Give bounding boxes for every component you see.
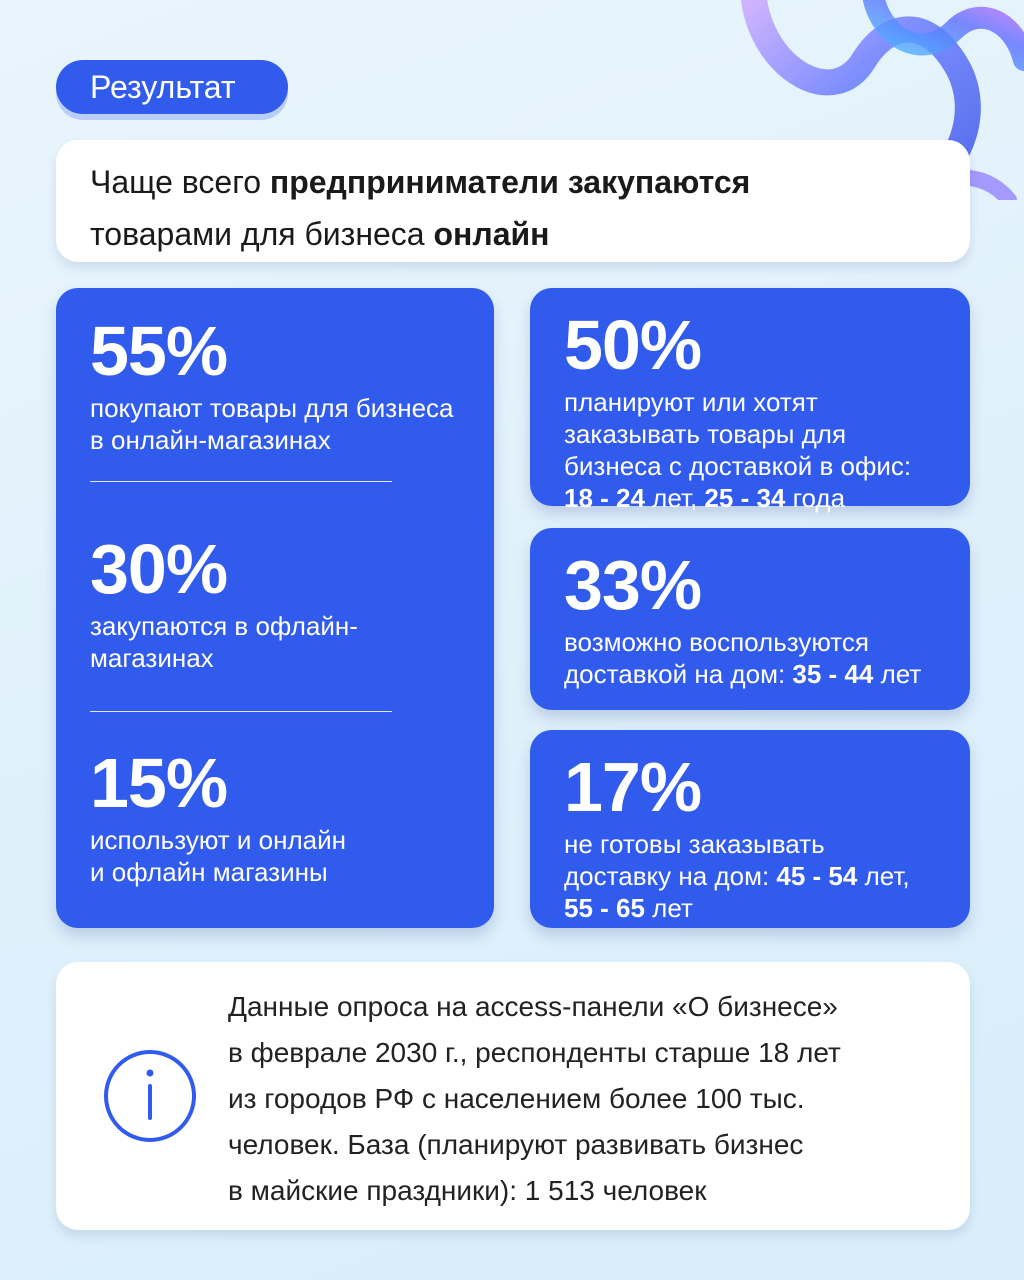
stat-line: магазинах: [90, 643, 214, 673]
stat-home-delivery-maybe: 33% возможно воспользуются доставкой на …: [564, 550, 921, 690]
stat-percent: 33%: [564, 546, 702, 624]
stat-line: бизнеса с доставкой в офис:: [564, 451, 912, 481]
stat-line: используют и онлайн: [90, 825, 346, 855]
age-range: 35 - 44: [792, 659, 874, 689]
stat-percent: 15%: [90, 744, 228, 822]
result-badge: Результат: [56, 60, 288, 114]
stat-percent: 17%: [564, 748, 702, 826]
home-delivery-not-ready-card: 17% не готовы заказывать доставку на дом…: [530, 730, 970, 928]
stat-online: 55% покупают товары для бизнеса в онлайн…: [90, 316, 454, 456]
stat-office-delivery: 50% планируют или хотят заказывать товар…: [564, 310, 911, 514]
stat-text: доставку на дом:: [564, 861, 777, 891]
age-range: 25 - 34: [704, 483, 786, 513]
stat-line: планируют или хотят: [564, 387, 818, 417]
stat-both: 15% используют и онлайн и офлайн магазин…: [90, 748, 346, 888]
age-suffix: лет,: [644, 483, 705, 513]
info-line: в феврале 2030 г., респонденты старше 18…: [228, 1037, 841, 1068]
headline-line-1: Чаще всего предприниматели закупаются: [90, 156, 970, 208]
stat-line: возможно воспользуются: [564, 627, 870, 657]
headline-card: Чаще всего предприниматели закупаются то…: [56, 140, 970, 262]
age-suffix: года: [785, 483, 846, 513]
stat-description: планируют или хотят заказывать товары дл…: [564, 386, 911, 514]
age-range: 55 - 65: [564, 893, 645, 923]
stat-description: используют и онлайн и офлайн магазины: [90, 824, 346, 888]
info-icon: [104, 1050, 196, 1142]
age-suffix: лет,: [857, 861, 910, 891]
stat-line: в онлайн-магазинах: [90, 425, 331, 455]
info-line: человек. База (планируют развивать бизне…: [228, 1129, 804, 1160]
age-suffix: лет: [873, 659, 922, 689]
headline-emphasis: онлайн: [433, 216, 550, 252]
stat-line: 55 - 65 лет: [564, 892, 910, 924]
stat-description: не готовы заказывать доставку на дом: 45…: [564, 828, 910, 924]
stat-percent: 50%: [564, 306, 702, 384]
result-badge-label: Результат: [90, 68, 236, 105]
divider: [90, 711, 392, 712]
survey-info-text: Данные опроса на access-панели «О бизнес…: [228, 984, 948, 1214]
office-delivery-card: 50% планируют или хотят заказывать товар…: [530, 288, 970, 513]
headline-emphasis: предприниматели закупаются: [269, 164, 751, 200]
info-line: Данные опроса на access-панели «О бизнес…: [228, 991, 838, 1022]
stat-description: возможно воспользуются доставкой на дом:…: [564, 626, 921, 690]
headline-text: товарами для бизнеса: [90, 216, 434, 252]
channel-stats-card: 55% покупают товары для бизнеса в онлайн…: [56, 288, 494, 928]
stat-description: закупаются в офлайн- магазинах: [90, 610, 358, 674]
stat-home-delivery-not-ready: 17% не готовы заказывать доставку на дом…: [564, 752, 910, 924]
stat-line: доставкой на дом: 35 - 44 лет: [564, 658, 921, 690]
stat-offline: 30% закупаются в офлайн- магазинах: [90, 534, 358, 674]
divider: [90, 481, 392, 482]
stat-line: не готовы заказывать: [564, 829, 825, 859]
info-line: из городов РФ с населением более 100 тыс…: [228, 1083, 805, 1114]
stat-line: 18 - 24 лет, 25 - 34 года: [564, 482, 911, 514]
stat-description: покупают товары для бизнеса в онлайн-маг…: [90, 392, 454, 456]
stat-line: покупают товары для бизнеса: [90, 393, 454, 423]
stat-percent: 55%: [90, 312, 228, 390]
survey-info-card: Данные опроса на access-панели «О бизнес…: [56, 962, 970, 1230]
headline-text: Чаще всего: [90, 164, 270, 200]
stat-percent: 30%: [90, 530, 228, 608]
info-line: в майские праздники): 1 513 человек: [228, 1175, 707, 1206]
stat-line: закупаются в офлайн-: [90, 611, 358, 641]
age-range: 45 - 54: [776, 861, 858, 891]
stat-line: и офлайн магазины: [90, 857, 328, 887]
stat-line: заказывать товары для: [564, 419, 847, 449]
headline-line-2: товарами для бизнеса онлайн: [90, 208, 970, 260]
age-range: 18 - 24: [564, 483, 645, 513]
stat-text: доставкой на дом:: [564, 659, 793, 689]
home-delivery-maybe-card: 33% возможно воспользуются доставкой на …: [530, 528, 970, 710]
stat-line: доставку на дом: 45 - 54 лет,: [564, 860, 910, 892]
age-suffix: лет: [644, 893, 693, 923]
